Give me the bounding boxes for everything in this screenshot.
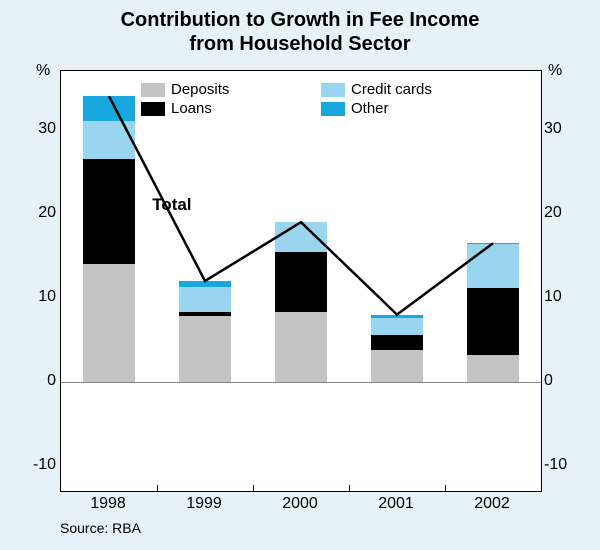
zero-gridline xyxy=(61,382,541,383)
y-tick-right: 0 xyxy=(544,372,553,390)
x-tick-mark xyxy=(349,485,350,491)
y-tick-left: 10 xyxy=(38,288,56,306)
x-tick: 2002 xyxy=(474,495,510,513)
bar-loans xyxy=(179,312,232,316)
legend-swatch xyxy=(141,102,165,116)
bar-deposits xyxy=(275,312,328,382)
bar-loans xyxy=(83,159,136,264)
x-tick-mark xyxy=(157,485,158,491)
bar-credit_cards xyxy=(371,318,424,335)
legend-label: Credit cards xyxy=(351,81,432,98)
bar-loans xyxy=(371,335,424,350)
y-tick-left: 30 xyxy=(38,120,56,138)
y-tick-left: 20 xyxy=(38,204,56,222)
y-tick-right: 30 xyxy=(544,120,562,138)
legend: Deposits Credit cards Loans Other xyxy=(141,81,501,119)
legend-item-other: Other xyxy=(321,100,501,117)
x-tick: 2001 xyxy=(378,495,414,513)
bar-deposits xyxy=(371,350,424,382)
y-unit-left: % xyxy=(36,62,50,80)
bar-other xyxy=(467,243,520,244)
legend-swatch xyxy=(141,83,165,97)
source-label: Source: RBA xyxy=(60,520,141,536)
title-line-1: Contribution to Growth in Fee Income xyxy=(121,9,480,31)
x-tick: 1999 xyxy=(186,495,222,513)
legend-item-loans: Loans xyxy=(141,100,321,117)
y-unit-right: % xyxy=(548,62,562,80)
y-tick-right: -10 xyxy=(544,456,567,474)
legend-label: Loans xyxy=(171,100,212,117)
y-tick-left: 0 xyxy=(47,372,56,390)
bar-credit_cards xyxy=(467,244,520,288)
x-tick-mark xyxy=(445,485,446,491)
chart-title: Contribution to Growth in Fee Income fro… xyxy=(0,8,600,56)
bar-loans xyxy=(467,288,520,355)
x-tick: 2000 xyxy=(282,495,318,513)
bar-deposits xyxy=(467,355,520,382)
legend-label: Other xyxy=(351,100,389,117)
legend-item-deposits: Deposits xyxy=(141,81,321,98)
bar-credit_cards xyxy=(179,287,232,312)
bar-other xyxy=(179,281,232,287)
chart-container: Contribution to Growth in Fee Income fro… xyxy=(0,0,600,550)
bar-other xyxy=(371,315,424,318)
legend-swatch xyxy=(321,83,345,97)
y-tick-left: -10 xyxy=(33,456,56,474)
bar-credit_cards xyxy=(275,222,328,251)
y-tick-right: 10 xyxy=(544,288,562,306)
bar-other xyxy=(83,96,136,121)
y-tick-right: 20 xyxy=(544,204,562,222)
bar-credit_cards xyxy=(83,121,136,159)
bar-loans xyxy=(275,252,328,312)
x-tick-mark xyxy=(253,485,254,491)
legend-swatch xyxy=(321,102,345,116)
total-line-label: Total xyxy=(152,195,191,215)
title-line-2: from Household Sector xyxy=(189,33,410,55)
bar-deposits xyxy=(83,264,136,382)
plot-area: Deposits Credit cards Loans Other Total xyxy=(60,70,542,492)
x-tick: 1998 xyxy=(90,495,126,513)
legend-label: Deposits xyxy=(171,81,229,98)
bar-deposits xyxy=(179,316,232,382)
legend-item-credit_cards: Credit cards xyxy=(321,81,501,98)
